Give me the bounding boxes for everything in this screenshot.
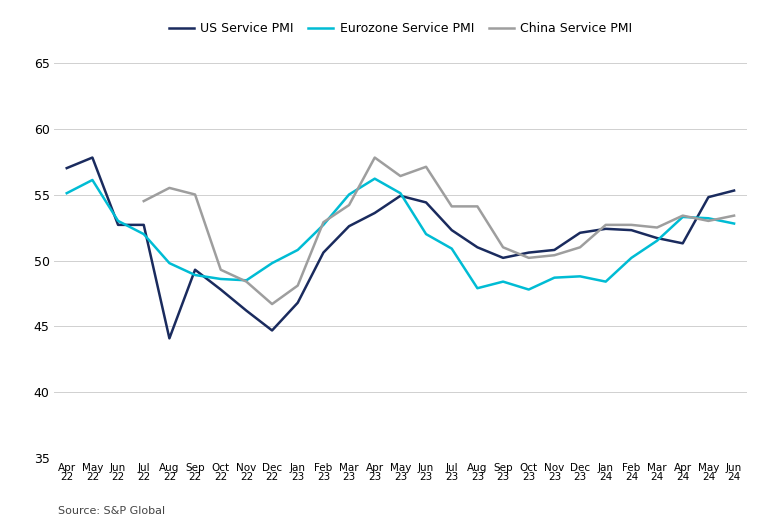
Eurozone Service PMI [421, 231, 430, 237]
US Service PMI [267, 327, 276, 333]
US Service PMI [139, 222, 149, 228]
Eurozone Service PMI [267, 260, 276, 266]
Eurozone Service PMI [652, 238, 661, 244]
US Service PMI [216, 287, 226, 293]
US Service PMI [524, 250, 534, 256]
Eurozone Service PMI [396, 190, 405, 196]
Eurozone Service PMI [216, 276, 226, 282]
Eurozone Service PMI [729, 220, 738, 227]
Eurozone Service PMI [165, 260, 174, 266]
US Service PMI [319, 250, 328, 256]
Eurozone Service PMI [704, 215, 713, 221]
US Service PMI [293, 300, 303, 306]
Eurozone Service PMI [447, 245, 457, 252]
US Service PMI [550, 247, 559, 253]
Line: US Service PMI: US Service PMI [67, 157, 734, 338]
Eurozone Service PMI [319, 222, 328, 228]
US Service PMI [498, 255, 507, 261]
US Service PMI [704, 194, 713, 200]
US Service PMI [473, 244, 482, 251]
Eurozone Service PMI [575, 273, 584, 279]
Eurozone Service PMI [678, 214, 688, 220]
US Service PMI [62, 165, 72, 171]
US Service PMI [344, 223, 353, 229]
US Service PMI [447, 227, 457, 233]
US Service PMI [652, 235, 661, 241]
Eurozone Service PMI [498, 279, 507, 285]
US Service PMI [678, 240, 688, 246]
Eurozone Service PMI [88, 177, 97, 183]
Eurozone Service PMI [113, 218, 122, 224]
US Service PMI [729, 188, 738, 194]
US Service PMI [627, 227, 636, 233]
Eurozone Service PMI [370, 176, 380, 182]
Eurozone Service PMI [62, 190, 72, 196]
US Service PMI [575, 230, 584, 236]
Eurozone Service PMI [293, 247, 303, 253]
US Service PMI [113, 222, 122, 228]
US Service PMI [190, 267, 199, 273]
US Service PMI [421, 200, 430, 206]
Legend: US Service PMI, Eurozone Service PMI, China Service PMI: US Service PMI, Eurozone Service PMI, Ch… [163, 17, 638, 40]
Eurozone Service PMI [524, 287, 534, 293]
Eurozone Service PMI [190, 272, 199, 278]
US Service PMI [396, 193, 405, 199]
Eurozone Service PMI [139, 231, 149, 237]
US Service PMI [165, 335, 174, 341]
US Service PMI [88, 154, 97, 160]
Eurozone Service PMI [550, 275, 559, 281]
Line: Eurozone Service PMI: Eurozone Service PMI [67, 179, 734, 290]
Eurozone Service PMI [601, 279, 611, 285]
Text: Source: S&P Global: Source: S&P Global [58, 506, 165, 516]
US Service PMI [370, 210, 380, 216]
Eurozone Service PMI [242, 277, 251, 283]
Eurozone Service PMI [344, 191, 353, 197]
US Service PMI [601, 226, 611, 232]
Eurozone Service PMI [473, 285, 482, 291]
US Service PMI [242, 307, 251, 314]
Eurozone Service PMI [627, 255, 636, 261]
